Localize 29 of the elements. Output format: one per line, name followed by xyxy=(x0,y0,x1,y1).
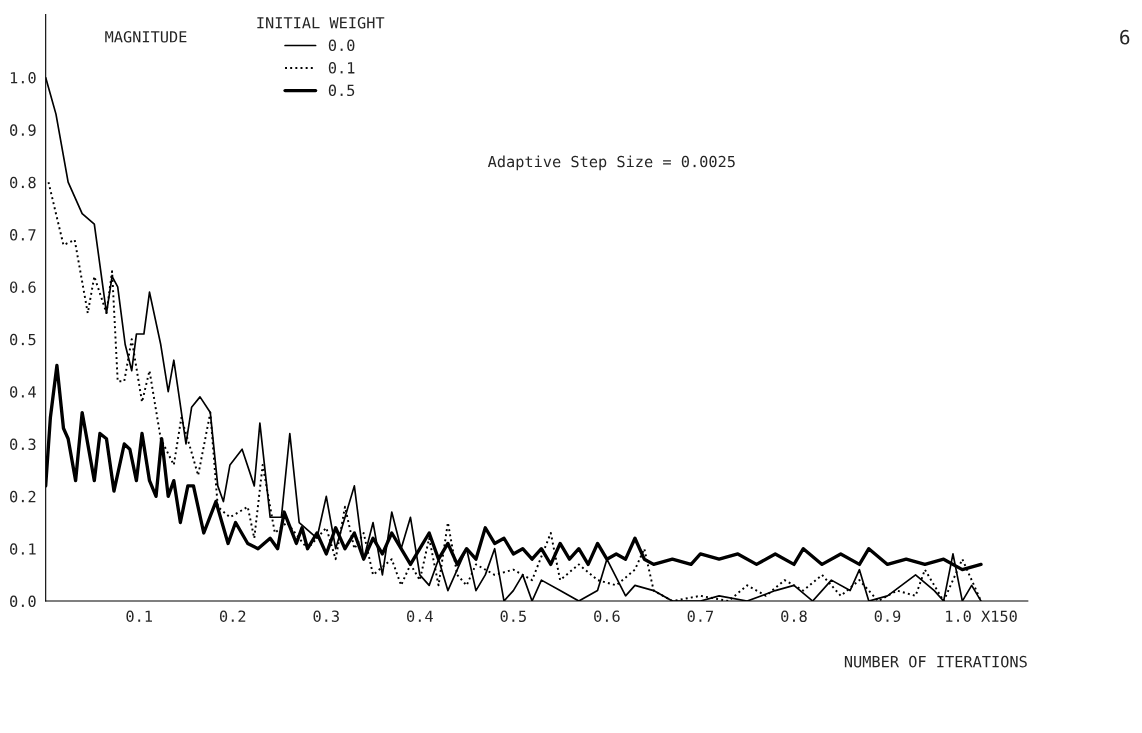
x-tick-label: 0.4 xyxy=(407,610,433,622)
legend-label: 0.1 xyxy=(328,62,355,74)
x-tick-label: 0.8 xyxy=(781,610,807,622)
x-tick-label: 0.3 xyxy=(313,610,339,622)
y-tick-label: 0.5 xyxy=(10,333,36,346)
x-tick-label: 0.2 xyxy=(219,610,246,622)
x-tick-label: 0.7 xyxy=(687,610,714,622)
legend-label: 0.5 xyxy=(328,84,355,97)
x-tick-label: 0.5 xyxy=(500,610,526,622)
y-tick-label: 0.8 xyxy=(10,176,36,189)
x-tick-label: 0.6 xyxy=(594,610,620,622)
legend-title: INITIAL WEIGHT xyxy=(257,17,385,29)
x-axis-title: NUMBER OF ITERATIONS xyxy=(844,655,1027,668)
legend-label: 0.0 xyxy=(328,39,355,52)
y-tick-label: 0.0 xyxy=(10,595,36,608)
x-tick-label: 0.1 xyxy=(126,610,152,622)
y-tick-label: 0.2 xyxy=(10,490,36,503)
text: 6 xyxy=(1120,29,1130,45)
annotation: Adaptive Step Size = 0.0025 xyxy=(487,155,735,171)
y-tick-label: 0.7 xyxy=(10,229,36,241)
y-tick-label: 0.4 xyxy=(10,386,36,398)
y-tick-label: 0.6 xyxy=(10,281,36,293)
y-axis-title: MAGNITUDE xyxy=(105,31,187,43)
y-tick-label: 0.3 xyxy=(10,438,36,451)
y-tick-label: 1.0 xyxy=(10,71,36,84)
y-tick-label: 0.1 xyxy=(10,543,36,555)
y-tick-label: 0.9 xyxy=(10,124,36,136)
x-tick-label: 0.9 xyxy=(874,610,901,622)
x-tick-label: 1.0 X150 xyxy=(946,610,1017,622)
